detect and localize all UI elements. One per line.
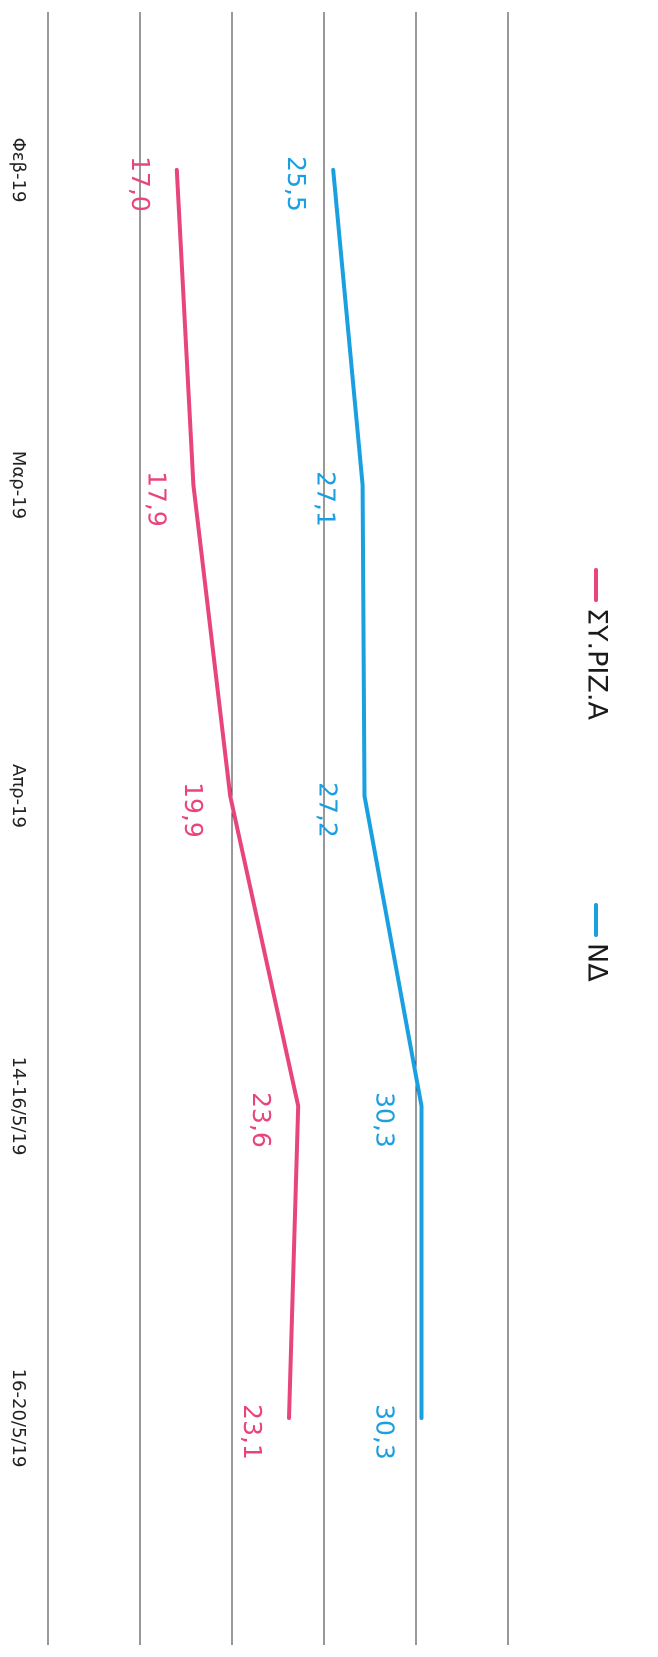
legend-label: ΝΔ xyxy=(582,943,613,982)
x-tick-label: Μαρ-19 xyxy=(8,451,29,519)
data-label: 17,0 xyxy=(126,156,155,212)
data-label: 23,6 xyxy=(247,1092,276,1148)
x-tick-label: Φεβ-19 xyxy=(8,138,29,203)
data-label: 25,5 xyxy=(282,156,311,212)
data-label: 23,1 xyxy=(238,1404,267,1460)
data-label: 27,1 xyxy=(312,471,341,527)
x-axis-tick-labels: Φεβ-19 Μαρ-19 Απρ-19 14-16/5/19 16-20/5/19 xyxy=(8,138,29,1468)
data-label: 30,3 xyxy=(371,1404,400,1460)
data-labels: 25,5 27,1 27,2 30,3 30,3 17,0 17,9 19,9 23,6 23,1 xyxy=(126,156,400,1460)
x-tick-label: 16-20/5/19 xyxy=(8,1369,29,1468)
legend: ΣΥ.ΡΙΖ.Α ΝΔ xyxy=(582,568,613,982)
series-line-0 xyxy=(331,168,424,1420)
data-label: 19,9 xyxy=(179,782,208,838)
series-lines xyxy=(174,168,424,1420)
series-line-1 xyxy=(174,168,301,1420)
data-label: 17,9 xyxy=(142,471,171,527)
legend-label: ΣΥ.ΡΙΖ.Α xyxy=(582,608,613,720)
data-label: 27,2 xyxy=(313,782,342,838)
x-tick-label: 14-16/5/19 xyxy=(8,1057,29,1156)
gridlines xyxy=(47,12,509,1645)
x-tick-label: Απρ-19 xyxy=(8,764,29,828)
data-label: 30,3 xyxy=(371,1092,400,1148)
